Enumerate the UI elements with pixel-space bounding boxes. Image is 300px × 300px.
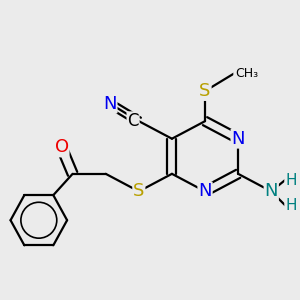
Text: N: N [198,182,212,200]
Text: O: O [55,139,69,157]
Text: CH₃: CH₃ [234,67,260,80]
Text: S: S [200,82,211,100]
Text: H: H [285,172,296,188]
Text: N: N [265,182,278,200]
Text: H: H [285,198,296,213]
Text: C: C [127,112,139,130]
Text: N: N [103,94,117,112]
Text: S: S [133,182,145,200]
Text: N: N [231,130,245,148]
Text: CH₃: CH₃ [235,67,258,80]
